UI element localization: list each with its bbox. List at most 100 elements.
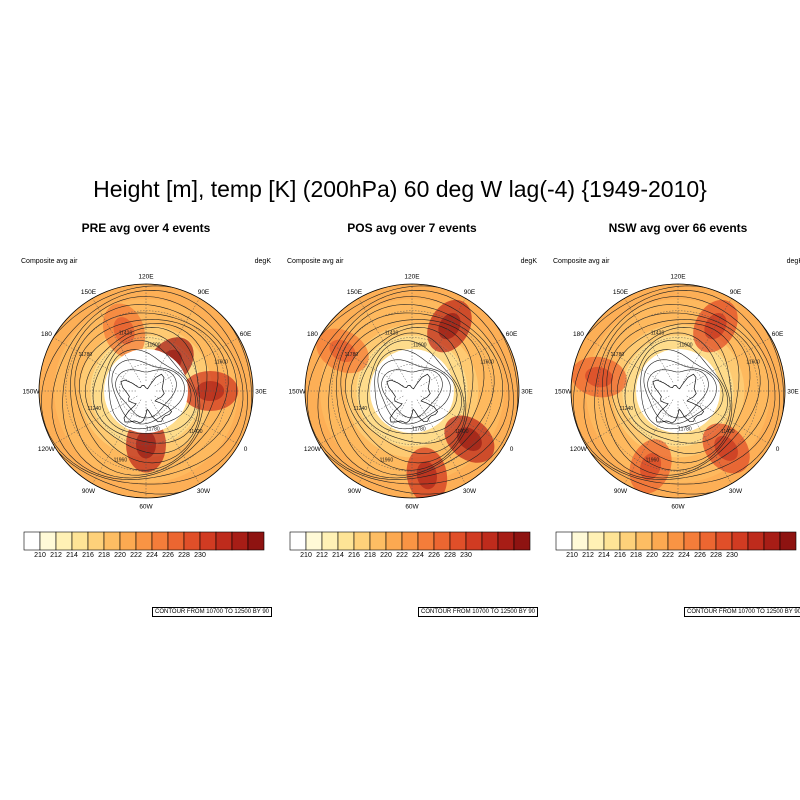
longitude-label: 60W xyxy=(671,504,685,511)
colorbar-swatch xyxy=(103,531,121,551)
colorbar-tick-label: 224 xyxy=(146,552,158,559)
polar-map: 11420 11600 11780 11240 11960 11420 11600 11780… xyxy=(555,274,800,511)
colorbar-swatch xyxy=(167,531,185,551)
colorbar-swatch xyxy=(247,531,265,551)
colorbar xyxy=(23,531,265,551)
colorbar-swatch xyxy=(571,531,589,551)
longitude-label: 60W xyxy=(405,504,419,511)
longitude-label: 90E xyxy=(730,289,742,296)
colorbar-tick-label: 212 xyxy=(50,552,62,559)
colorbar-swatch xyxy=(465,531,483,551)
colorbar-swatch xyxy=(183,531,201,551)
colorbar-tick-label: 216 xyxy=(348,552,360,559)
colorbar-swatch xyxy=(151,531,169,551)
contour-value-label: 11780 xyxy=(611,352,625,358)
latitude-circle xyxy=(119,364,173,418)
colorbar-tick-label: 228 xyxy=(178,552,190,559)
longitude-label: 30W xyxy=(197,488,211,495)
colorbar-swatch xyxy=(513,531,531,551)
colorbar-swatch xyxy=(555,531,573,551)
contour-value-label: 11240 xyxy=(620,406,634,412)
colorbar-swatch xyxy=(683,531,701,551)
longitude-label: 90W xyxy=(614,488,628,495)
colorbar-ticks: 210 212 214 216 218 220 222 224 226 228 230 xyxy=(555,552,795,562)
contour-info: CONTOUR FROM 10700 TO 12500 BY 90 xyxy=(418,607,538,617)
longitude-label: 150E xyxy=(613,289,629,296)
meridian-line xyxy=(154,337,239,387)
map-boundary xyxy=(38,283,254,499)
colorbar-swatch xyxy=(135,531,153,551)
colorbar-tick-label: 214 xyxy=(332,552,344,559)
longitude-label: 180 xyxy=(41,331,52,338)
contour-value-label: 11600 xyxy=(413,343,427,349)
longitude-label: 60E xyxy=(506,331,518,338)
meridian-line xyxy=(92,399,142,484)
coastline xyxy=(120,373,173,424)
colorbar-ticks: 210 212 214 216 218 220 222 224 226 228 230 xyxy=(289,552,529,562)
contour-value-label: 11600 xyxy=(746,360,760,366)
colorbar-swatch xyxy=(763,531,781,551)
colorbar-swatch xyxy=(87,531,105,551)
longitude-label: 90E xyxy=(464,289,476,296)
height-contour xyxy=(351,326,467,454)
contour-value-label: 11420 xyxy=(189,429,203,435)
meridian-line xyxy=(585,395,670,445)
longitude-label: 90E xyxy=(198,289,210,296)
colorbar-tick-label: 220 xyxy=(380,552,392,559)
warm-anomaly-core xyxy=(456,427,482,451)
colorbar-swatch xyxy=(731,531,749,551)
meridian-line xyxy=(420,337,505,387)
meridian-line xyxy=(53,337,138,387)
colorbar-swatch xyxy=(71,531,89,551)
longitude-label: 90W xyxy=(348,488,362,495)
contour-value-label: 11780 xyxy=(146,426,160,432)
contour-info: CONTOUR FROM 10700 TO 12500 BY 90 xyxy=(152,607,272,617)
meridian-line xyxy=(92,298,142,383)
colorbar-tick-label: 210 xyxy=(300,552,312,559)
colorbar-swatch xyxy=(385,531,403,551)
longitude-label: 60E xyxy=(772,331,784,338)
units-label: degK xyxy=(520,258,537,265)
figure-title: Height [m], temp [K] (200hPa) 60 deg W l… xyxy=(93,176,707,202)
colorbar-tick-label: 230 xyxy=(726,552,738,559)
coastline xyxy=(652,373,705,424)
longitude-label: 30W xyxy=(463,488,477,495)
units-label: degK xyxy=(254,258,271,265)
longitude-label: 150W xyxy=(23,389,41,396)
colorbar-swatch xyxy=(55,531,73,551)
colorbar-tick-label: 212 xyxy=(582,552,594,559)
height-contour xyxy=(617,326,733,454)
longitude-label: 60E xyxy=(240,331,252,338)
colorbar-swatch xyxy=(321,531,339,551)
contour-value-label: 11240 xyxy=(88,406,102,412)
colorbar-swatch xyxy=(39,531,57,551)
colorbar-swatch xyxy=(699,531,717,551)
colorbar-swatch xyxy=(715,531,733,551)
longitude-label: 30W xyxy=(729,488,743,495)
colorbar-swatch xyxy=(353,531,371,551)
colorbar-swatch xyxy=(619,531,637,551)
warm-anomaly-core xyxy=(585,366,613,388)
colorbar-tick-label: 218 xyxy=(98,552,110,559)
longitude-label: 90W xyxy=(82,488,96,495)
colorbar-swatch xyxy=(651,531,669,551)
contour-value-label: 11960 xyxy=(114,457,128,463)
colorbar-swatch xyxy=(449,531,467,551)
latitude-circle xyxy=(385,364,439,418)
meridian-line xyxy=(682,399,732,484)
contour-value-label: 11420 xyxy=(721,429,735,435)
contour-value-label: 11420 xyxy=(385,331,399,337)
colorbar-swatch xyxy=(779,531,797,551)
longitude-label: 60W xyxy=(139,504,153,511)
longitude-label: 0 xyxy=(244,446,248,453)
meridian-line xyxy=(416,399,466,484)
contour-value-label: 11420 xyxy=(651,331,665,337)
meridian-line xyxy=(624,298,674,383)
meridian-line xyxy=(420,395,505,445)
polar-map: 11420 11600 11780 11240 11960 11420 11600 11780… xyxy=(289,274,534,511)
colorbar-tick-label: 218 xyxy=(630,552,642,559)
contour-value-label: 11780 xyxy=(79,352,93,358)
colorbar-tick-label: 210 xyxy=(566,552,578,559)
meridian-line xyxy=(358,399,408,484)
colorbar-swatch xyxy=(667,531,685,551)
